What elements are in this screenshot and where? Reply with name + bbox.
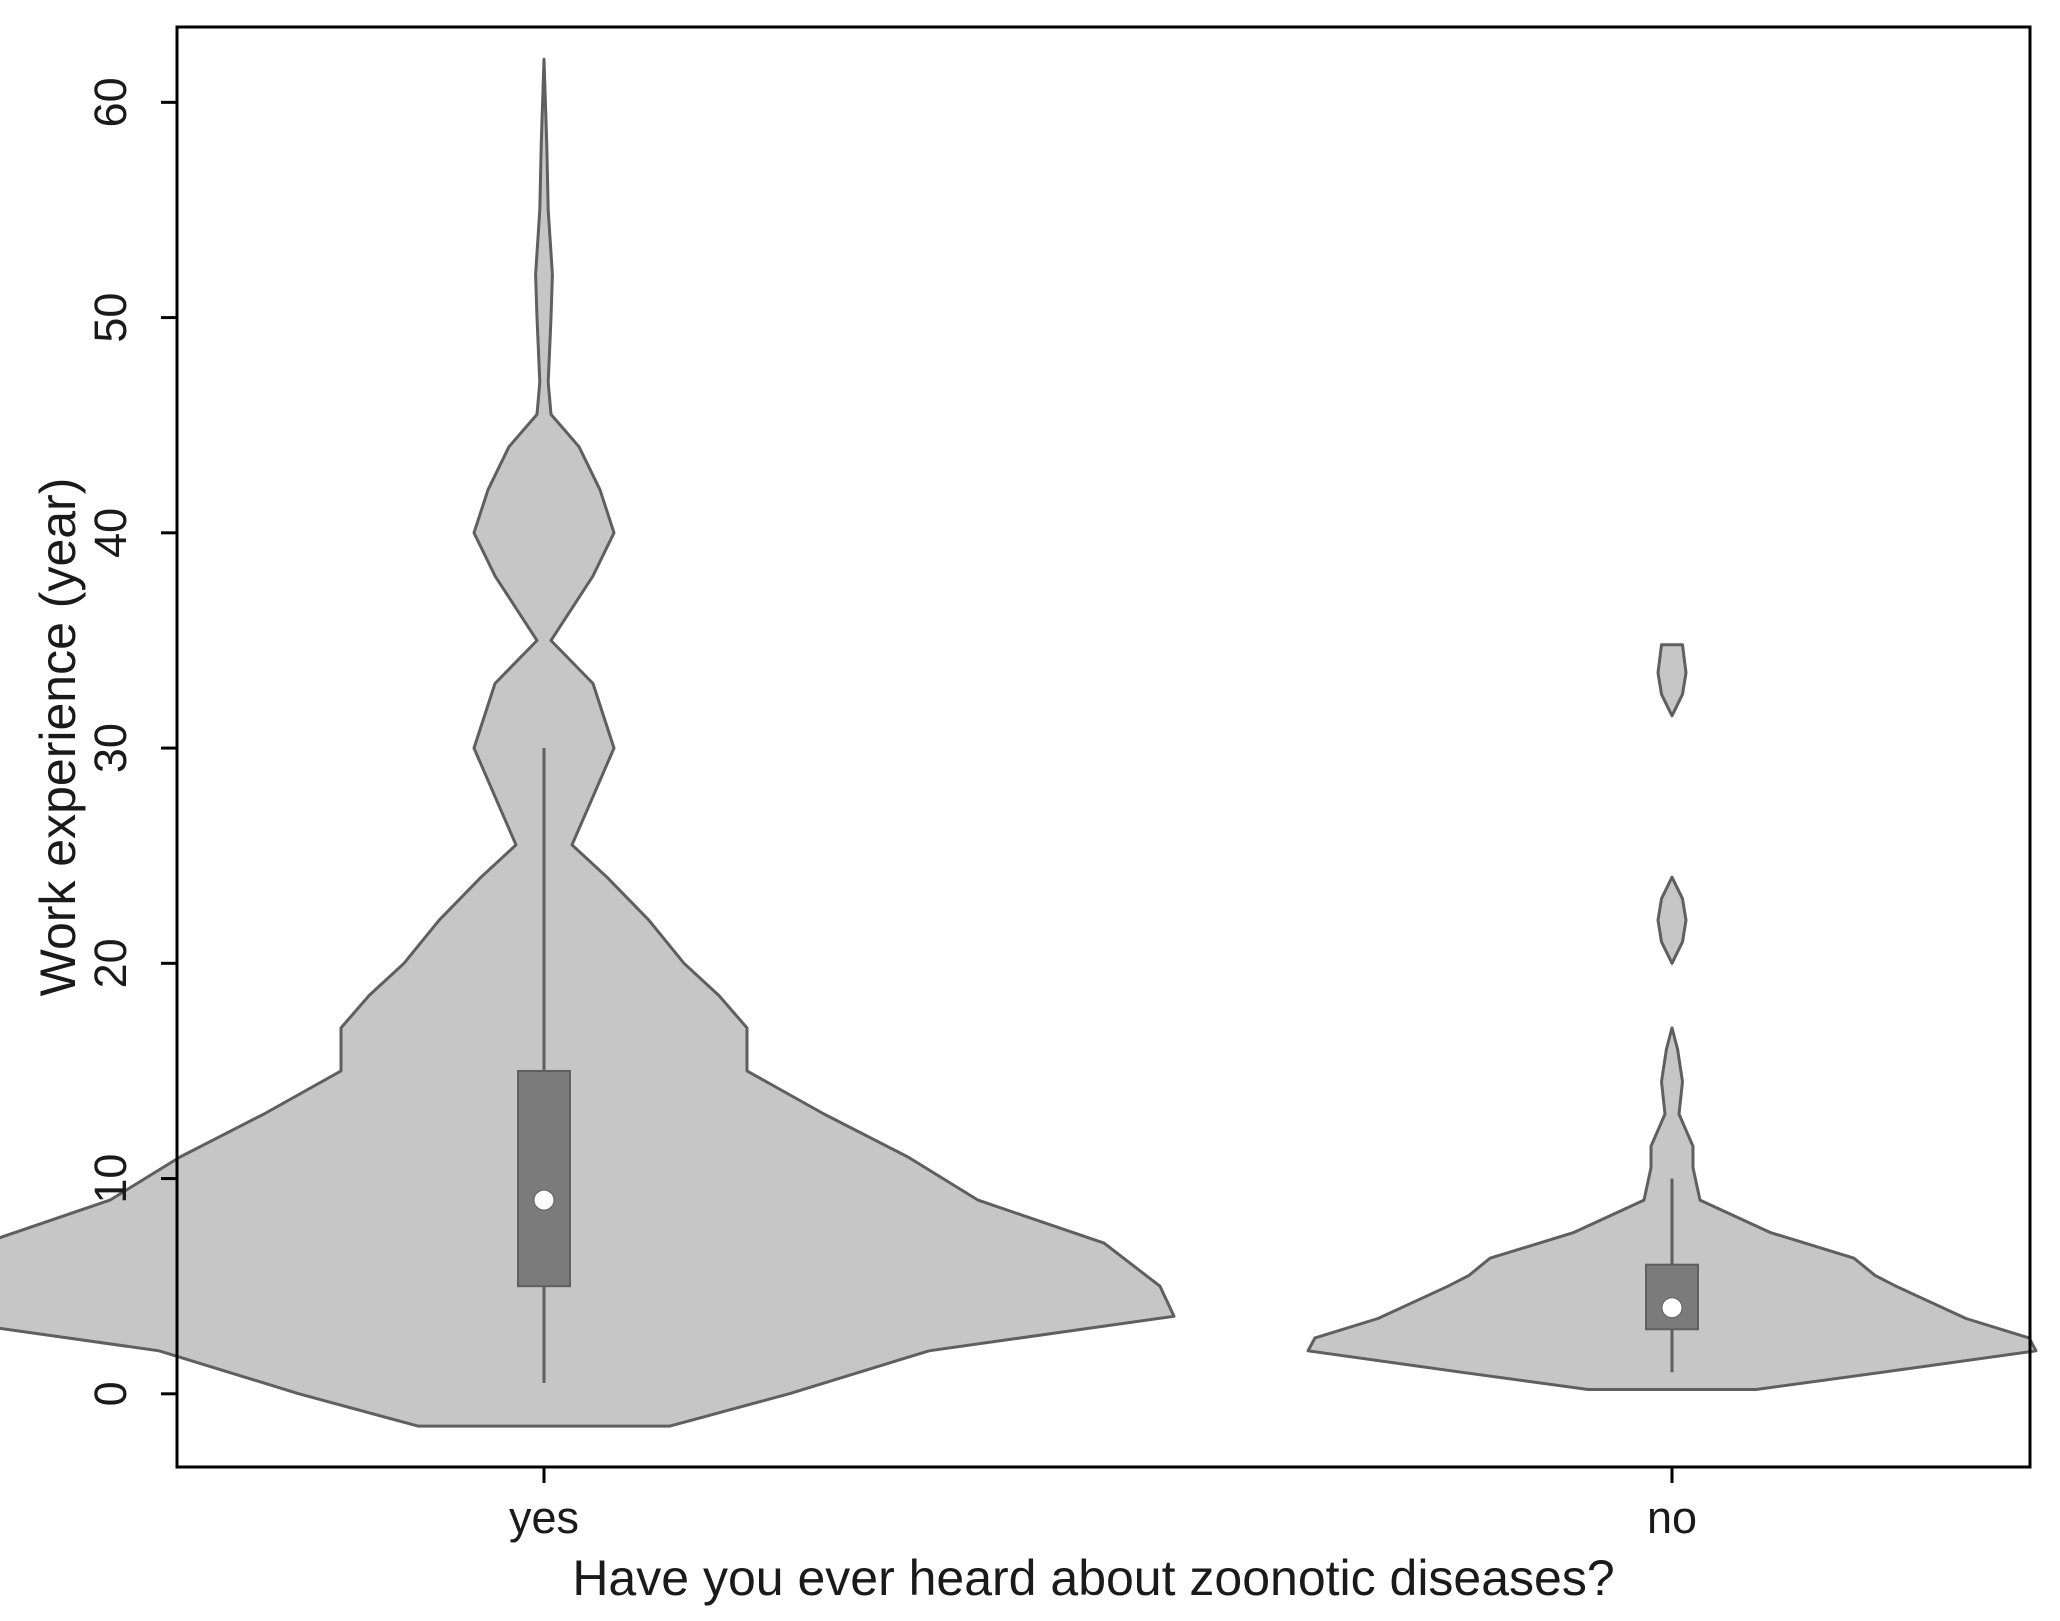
y-tick-label: 10 [85, 1154, 136, 1204]
x-axis: yes no [509, 1467, 1697, 1543]
y-tick-label: 60 [85, 77, 136, 127]
y-tick-label: 0 [85, 1381, 136, 1406]
x-tick-label-yes: yes [509, 1492, 579, 1543]
violin-no-part-2 [1656, 875, 1688, 965]
median-marker-yes [533, 1189, 555, 1211]
iqr-box-no [1645, 1263, 1699, 1331]
boxes-layer [517, 748, 1699, 1384]
violin-yes [0, 57, 1176, 1428]
violins-layer [0, 57, 2038, 1428]
x-axis-title: Have you ever heard about zoonotic disea… [572, 1550, 1614, 1606]
y-tick-label: 30 [85, 723, 136, 773]
y-axis: 0 10 20 30 40 50 60 [85, 77, 177, 1406]
median-marker-no [1661, 1297, 1683, 1319]
y-tick-label: 20 [85, 938, 136, 988]
x-tick-label-no: no [1647, 1492, 1697, 1543]
iqr-box-yes [517, 1069, 571, 1288]
violin-no-part-3 [1656, 643, 1688, 718]
y-axis-title: Work experience (year) [30, 478, 86, 997]
y-tick-label: 40 [85, 508, 136, 558]
y-tick-label: 50 [85, 293, 136, 343]
